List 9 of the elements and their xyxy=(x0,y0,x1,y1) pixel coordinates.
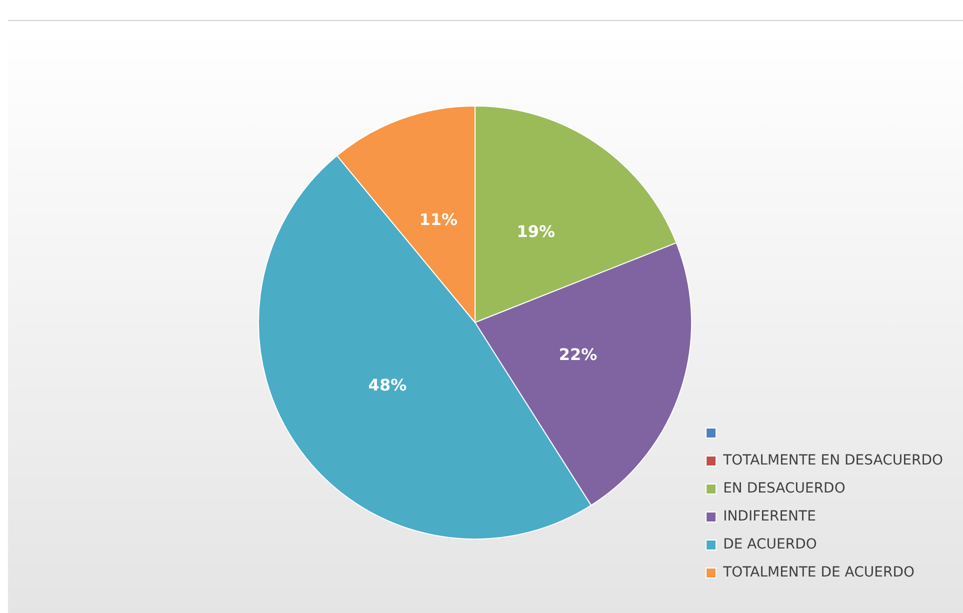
legend-label: INDIFERENTE xyxy=(723,508,816,525)
data-label: 11% xyxy=(419,210,458,229)
legend-label: TOTALMENTE EN DESACUERDO xyxy=(722,452,944,469)
legend-label: DE ACUERDO xyxy=(723,536,817,553)
data-label: 22% xyxy=(558,345,598,364)
legend-label: TOTALMENTE DE ACUERDO xyxy=(722,564,915,581)
data-label: 19% xyxy=(516,222,556,242)
legend-label: EN DESACUERDO xyxy=(723,480,846,497)
data-label: 48% xyxy=(368,375,407,394)
